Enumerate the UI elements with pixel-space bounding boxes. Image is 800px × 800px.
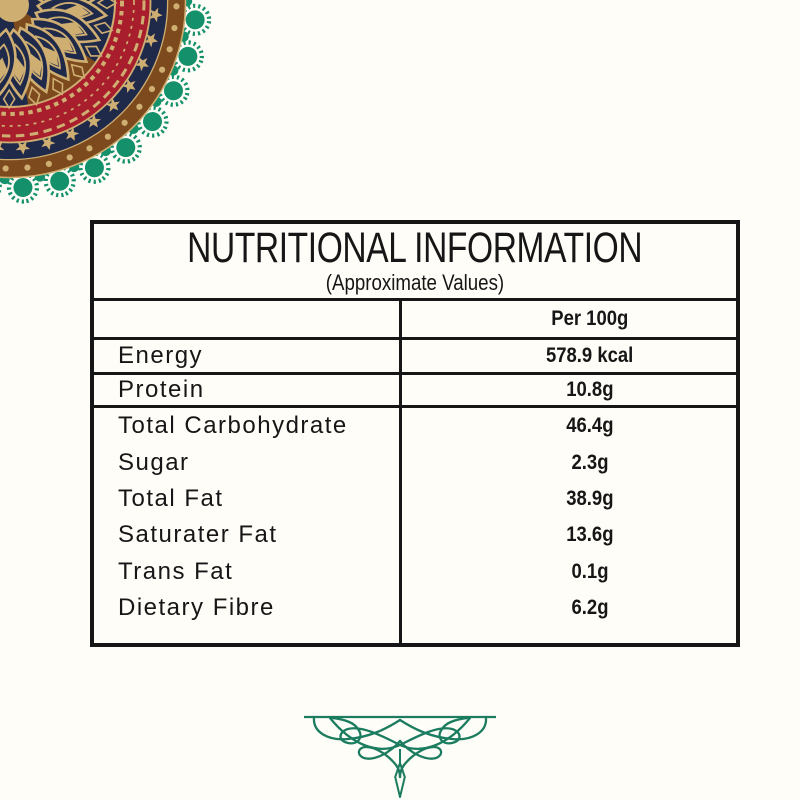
- nutrient-group-labels: Total Carbohydrate Sugar Total Fat Satur…: [94, 408, 399, 643]
- nutrient-row-energy: Energy: [94, 340, 399, 375]
- nutrient-value: 0.1g: [571, 559, 609, 583]
- table-subtitle: (Approximate Values): [325, 270, 505, 295]
- nutrition-table: NUTRITIONAL INFORMATION (Approximate Val…: [90, 220, 740, 647]
- nutrient-value-energy: 578.9 kcal: [399, 340, 736, 375]
- empty-header-cell: [94, 301, 399, 340]
- nutrient-value: 578.9 kcal: [546, 344, 634, 367]
- per-100g-header: Per 100g: [551, 307, 629, 330]
- nutrient-label-row: Sugar: [94, 444, 399, 480]
- nutrient-group-values: 46.4g 2.3g 38.9g 13.6g 0.1g 6.2g: [399, 408, 736, 643]
- nutrient-label: Total Fat: [118, 484, 224, 512]
- table-header: NUTRITIONAL INFORMATION (Approximate Val…: [94, 224, 736, 301]
- nutrient-value: 13.6g: [566, 523, 614, 547]
- nutrient-label: Energy: [118, 342, 204, 369]
- nutrient-value: 6.2g: [571, 596, 609, 620]
- nutrient-value: 38.9g: [566, 486, 614, 510]
- nutrient-label: Total Carbohydrate: [118, 412, 348, 440]
- nutrient-value-row: 13.6g: [402, 517, 736, 553]
- nutrient-value-row: 0.1g: [402, 554, 736, 590]
- nutrient-label-row: Trans Fat: [94, 554, 399, 590]
- mandala-medallion-icon: [0, 0, 212, 206]
- nutrient-value-row: 6.2g: [402, 590, 736, 626]
- nutrient-value-row: 2.3g: [402, 444, 736, 480]
- nutrient-label: Trans Fat: [118, 557, 234, 585]
- table-title: NUTRITIONAL INFORMATION: [187, 224, 643, 272]
- calligraphic-flourish-icon: [304, 715, 496, 798]
- nutrient-value: 2.3g: [571, 450, 609, 474]
- nutrient-label-row: Saturater Fat: [94, 517, 399, 553]
- nutrient-label-row: Total Fat: [94, 481, 399, 517]
- nutrient-value: 46.4g: [566, 414, 614, 438]
- nutrient-label: Sugar: [118, 448, 190, 476]
- nutrient-value-protein: 10.8g: [399, 375, 736, 408]
- nutrient-label: Dietary Fibre: [118, 594, 275, 622]
- nutrient-label-row: Dietary Fibre: [94, 590, 399, 626]
- nutrient-value-row: 46.4g: [402, 408, 736, 444]
- nutrient-label: Protein: [118, 376, 205, 403]
- nutrient-value: 10.8g: [566, 378, 614, 401]
- nutrient-value-row: 38.9g: [402, 481, 736, 517]
- column-header-cell: Per 100g: [399, 301, 736, 340]
- nutrient-label: Saturater Fat: [118, 521, 278, 549]
- nutrient-row-protein: Protein: [94, 375, 399, 408]
- nutrient-label-row: Total Carbohydrate: [94, 408, 399, 444]
